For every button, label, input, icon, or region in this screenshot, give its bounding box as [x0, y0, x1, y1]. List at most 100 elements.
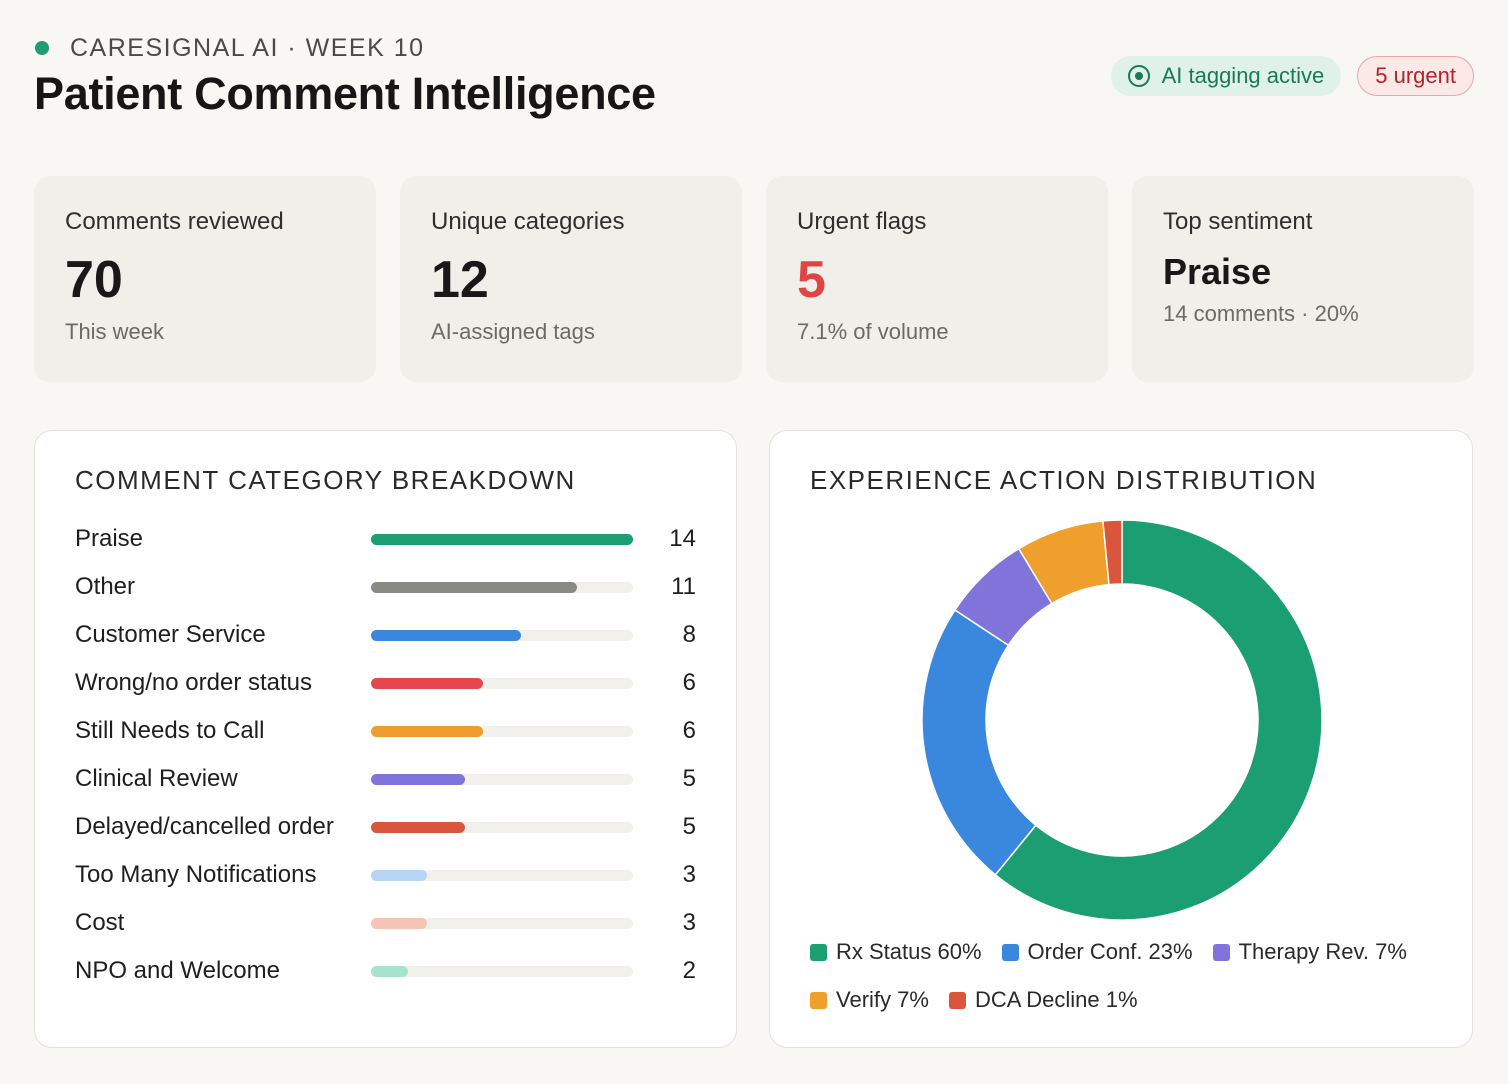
bar-track	[371, 629, 633, 641]
brand-row: CARESIGNAL AI · WEEK 10	[34, 34, 1474, 62]
bar-track	[371, 821, 633, 833]
legend-swatch	[810, 943, 827, 961]
kpi-label: Urgent flags	[797, 208, 927, 235]
kpi-row: Comments reviewed 70 This week Unique ca…	[34, 176, 1474, 382]
header: CARESIGNAL AI · WEEK 10 Patient Comment …	[34, 34, 1474, 124]
legend-swatch	[948, 991, 966, 1009]
urgent-badge-label: 5 urgent	[1375, 63, 1456, 88]
bar-value-label: 2	[682, 957, 696, 984]
kpi-label: Unique categories	[431, 208, 625, 235]
bar-row: Wrong/no order status 6	[75, 659, 696, 707]
kpi-subtext: 7.1% of volume	[797, 319, 949, 345]
bar-fill	[371, 821, 465, 833]
kpi-value: 70	[65, 251, 123, 309]
bar-label: Praise	[75, 525, 144, 552]
bar-track	[371, 677, 633, 689]
kpi-card-unique-categories: Unique categories 12 AI-assigned tags	[400, 176, 742, 382]
brand-label: CARESIGNAL AI · WEEK 10	[70, 33, 425, 62]
page-title: Patient Comment Intelligence	[34, 68, 656, 119]
donut-slice-order-conf	[921, 609, 1037, 876]
legend-item: Verify 7%	[810, 984, 929, 1016]
legend-swatch	[1001, 943, 1019, 961]
bar-row: Still Needs to Call 6	[75, 707, 696, 755]
bar-fill	[371, 533, 633, 545]
urgent-badge[interactable]: 5 urgent	[1357, 56, 1474, 96]
action-donut-chart	[921, 519, 1323, 921]
kpi-value: 12	[431, 251, 489, 309]
kpi-value: 5	[797, 251, 826, 309]
bar-value-label: 6	[682, 669, 696, 696]
bar-label: Cost	[75, 909, 125, 936]
bar-row: Cost 3	[75, 899, 696, 947]
bar-value-label: 11	[671, 573, 696, 600]
kpi-value: Praise	[1163, 251, 1272, 292]
bar-fill	[371, 581, 577, 593]
bar-row: Clinical Review 5	[75, 755, 696, 803]
bar-track	[371, 965, 633, 977]
kpi-label: Top sentiment	[1163, 208, 1313, 235]
bar-label: NPO and Welcome	[75, 957, 280, 984]
bar-track	[371, 869, 633, 881]
bar-value-label: 5	[682, 765, 696, 792]
bar-row: Praise 14	[75, 515, 696, 563]
bar-label: Clinical Review	[75, 765, 238, 792]
bar-track	[371, 773, 633, 785]
legend-item: Rx Status 60%	[810, 936, 982, 968]
legend-label: Order Conf. 23%	[1027, 939, 1193, 964]
status-dot-icon	[35, 41, 49, 55]
donut-slice-dca-decline	[1102, 519, 1123, 586]
bar-row: NPO and Welcome 2	[75, 947, 696, 995]
bar-row: Customer Service 8	[75, 611, 696, 659]
bar-value-label: 3	[682, 909, 696, 936]
kpi-label: Comments reviewed	[65, 208, 284, 235]
donut-legend: Rx Status 60% Order Conf. 23% Therapy Rev.…	[810, 936, 1450, 1016]
bar-value-label: 3	[682, 861, 696, 888]
category-breakdown-panel: COMMENT CATEGORY BREAKDOWN Praise 14 Other…	[34, 430, 737, 1048]
bar-row: Delayed/cancelled order 5	[75, 803, 696, 851]
donut-slice-rx-status	[994, 519, 1323, 921]
header-badges: AI tagging active 5 urgent	[1110, 56, 1474, 96]
legend-label: DCA Decline 1%	[974, 987, 1138, 1012]
bar-label: Wrong/no order status	[75, 669, 313, 696]
panel-title: EXPERIENCE ACTION DISTRIBUTION	[810, 465, 1318, 495]
legend-label: Therapy Rev. 7%	[1238, 939, 1407, 964]
bar-value-label: 8	[682, 621, 696, 648]
bar-track	[371, 725, 633, 737]
kpi-card-top-sentiment: Top sentiment Praise 14 comments · 20%	[1132, 176, 1474, 382]
bar-fill	[371, 677, 483, 689]
bar-label: Too Many Notifications	[75, 861, 317, 888]
legend-label: Verify 7%	[836, 987, 929, 1012]
bar-fill	[371, 965, 408, 977]
bar-fill	[371, 629, 521, 641]
legend-swatch	[810, 991, 827, 1009]
bar-fill	[371, 773, 465, 785]
kpi-card-comments-reviewed: Comments reviewed 70 This week	[34, 176, 376, 382]
bar-label: Still Needs to Call	[75, 717, 265, 744]
bar-track	[371, 581, 633, 593]
bar-fill	[371, 869, 427, 881]
kpi-subtext: 14 comments · 20%	[1163, 301, 1359, 327]
ai-tagging-badge[interactable]: AI tagging active	[1110, 56, 1342, 96]
legend-label: Rx Status 60%	[836, 939, 982, 964]
target-icon	[1127, 65, 1150, 87]
ai-tagging-label: AI tagging active	[1161, 63, 1325, 88]
bar-value-label: 5	[682, 813, 696, 840]
panel-title: COMMENT CATEGORY BREAKDOWN	[75, 465, 576, 495]
legend-item: Therapy Rev. 7%	[1212, 936, 1407, 968]
legend-swatch	[1212, 943, 1230, 961]
bar-value-label: 14	[669, 525, 696, 552]
kpi-subtext: AI-assigned tags	[431, 319, 595, 345]
bar-label: Other	[75, 573, 136, 600]
bar-row: Too Many Notifications 3	[75, 851, 696, 899]
kpi-subtext: This week	[65, 319, 165, 345]
bar-fill	[371, 917, 427, 929]
bar-fill	[371, 725, 483, 737]
category-bar-chart: Praise 14 Other 11 Customer Service 8 Wrong/no…	[75, 515, 696, 995]
bar-label: Customer Service	[75, 621, 266, 648]
bar-track	[371, 533, 633, 545]
bar-row: Other 11	[75, 563, 696, 611]
kpi-card-urgent-flags: Urgent flags 5 7.1% of volume	[766, 176, 1108, 382]
bar-track	[371, 917, 633, 929]
legend-item: DCA Decline 1%	[948, 984, 1138, 1016]
bar-value-label: 6	[682, 717, 696, 744]
